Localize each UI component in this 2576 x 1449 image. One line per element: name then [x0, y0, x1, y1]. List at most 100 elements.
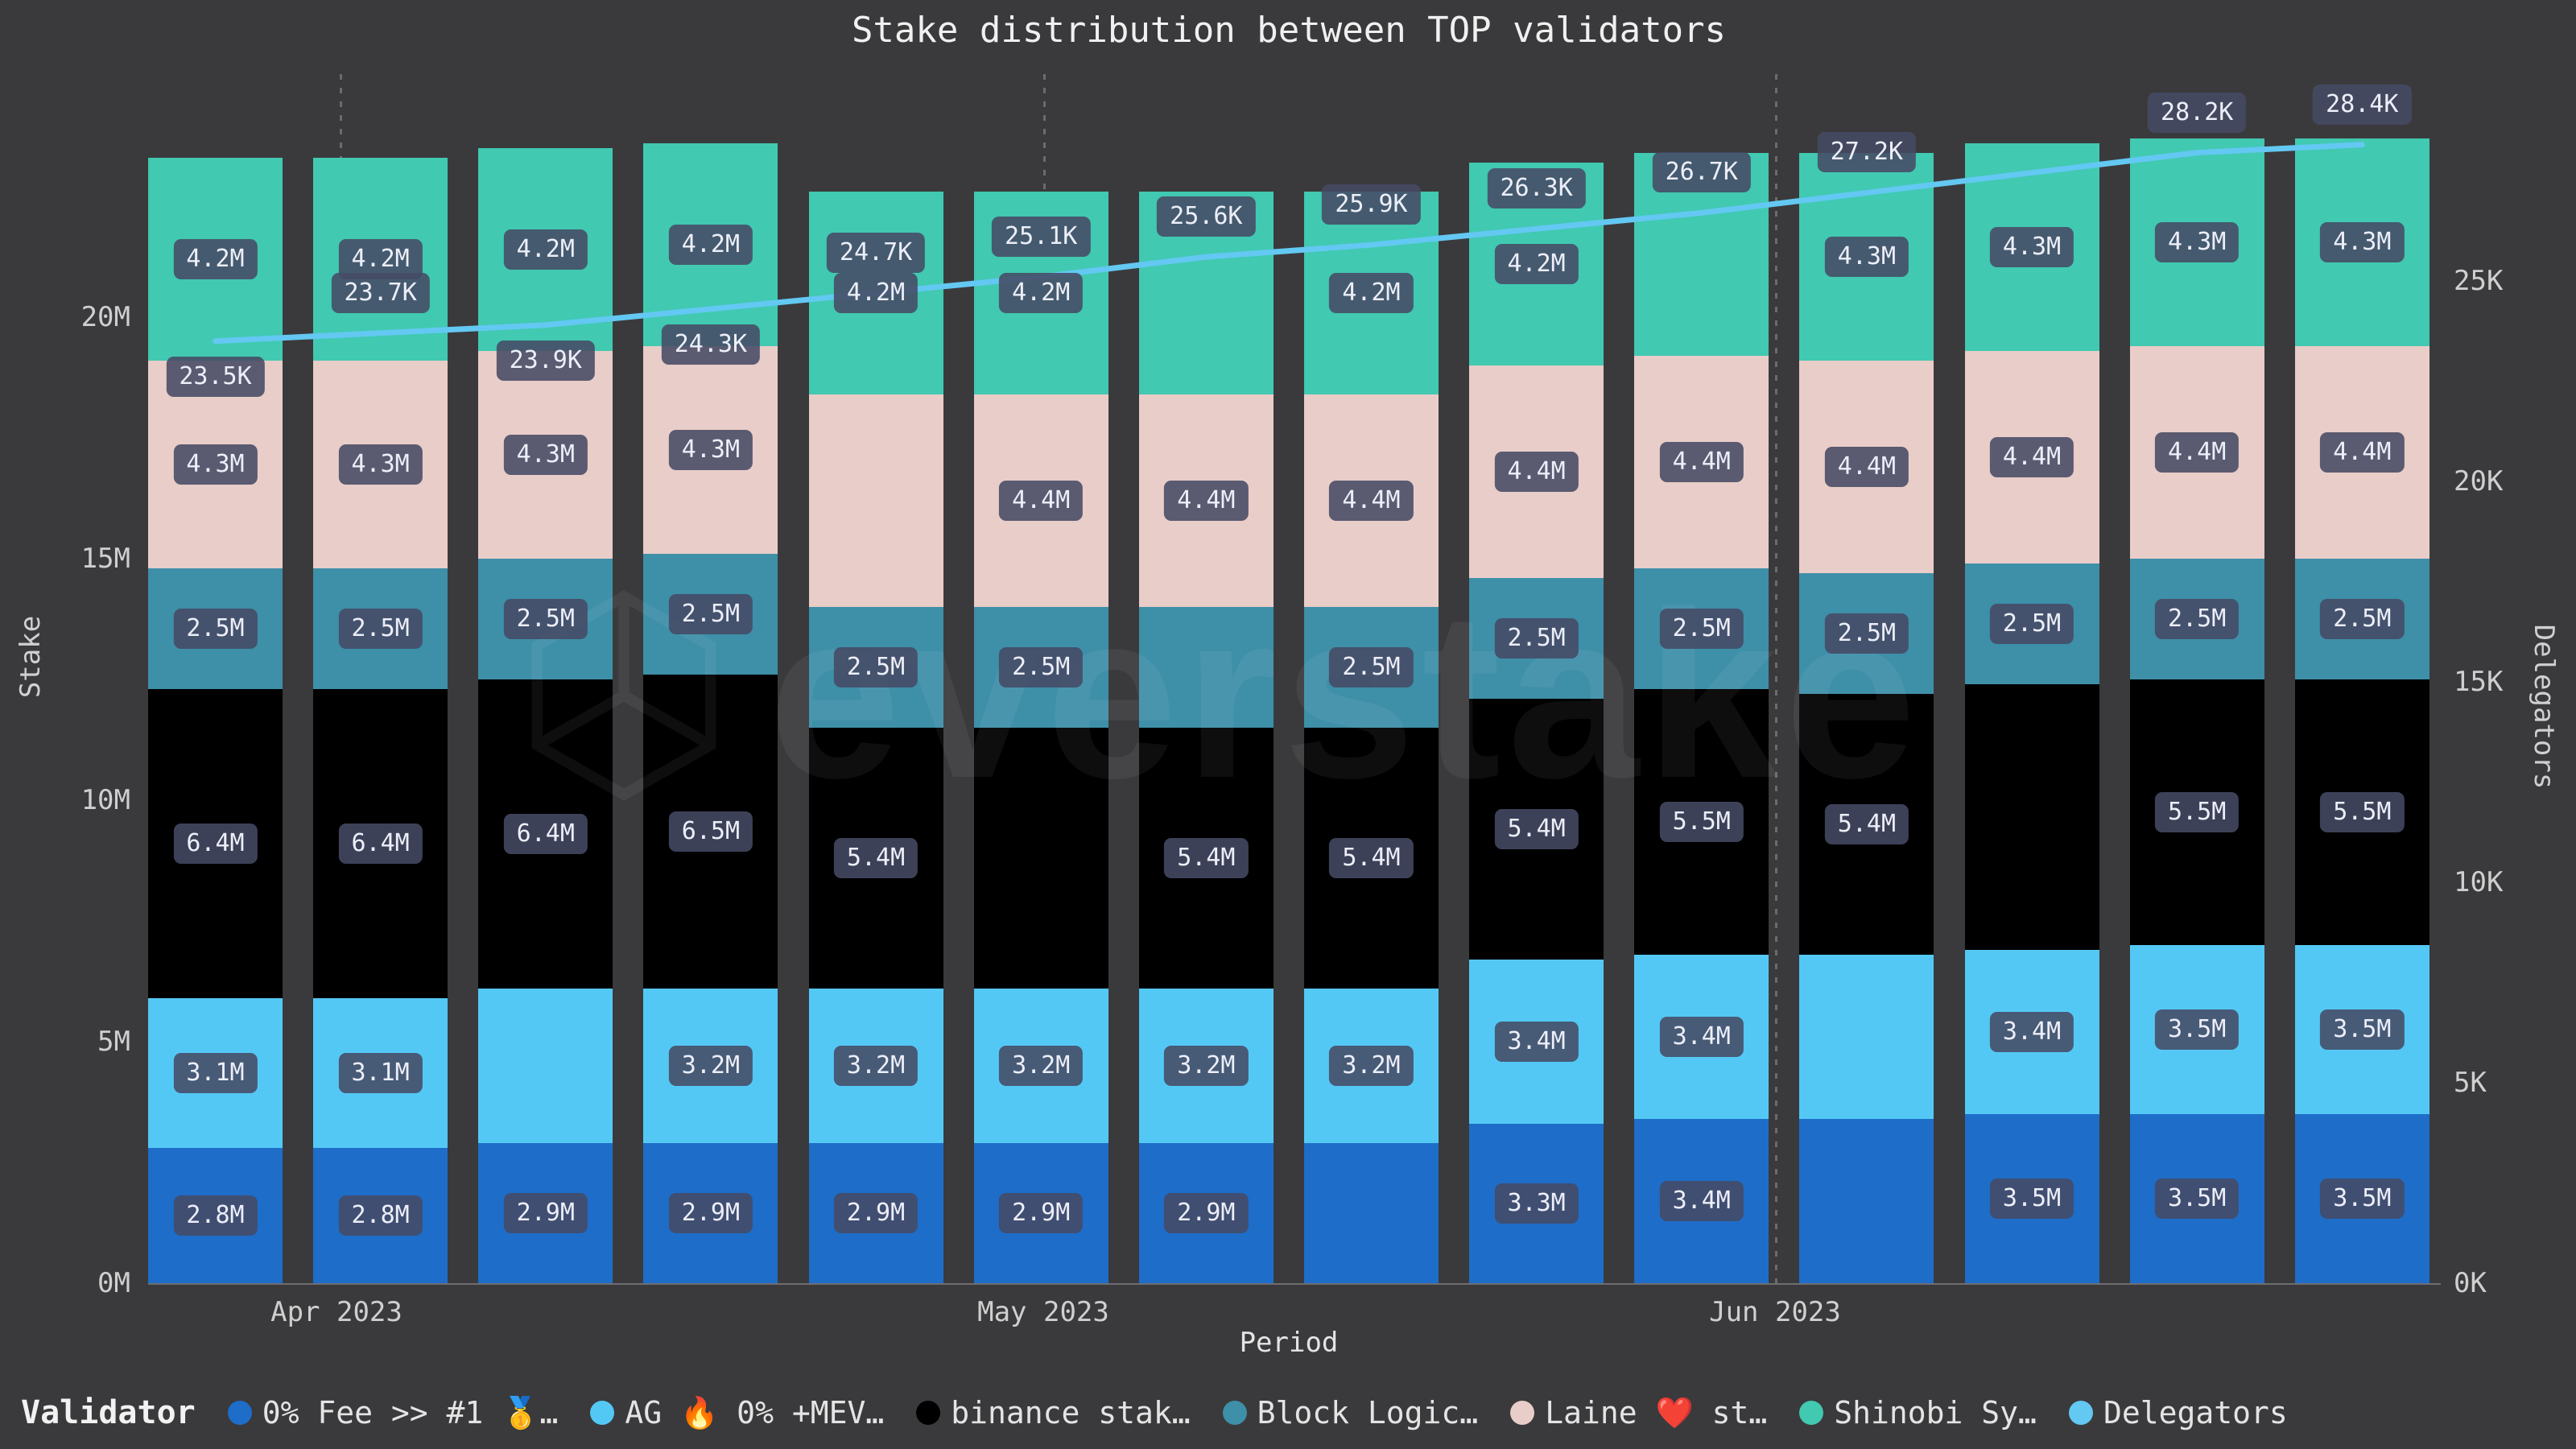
- delegators-value-label: 26.7K: [1652, 152, 1751, 193]
- x-axis-title-period: Period: [1239, 1327, 1339, 1359]
- bar-value-label-ag: 3.5M: [2320, 1009, 2405, 1050]
- bar-value-label-blocklogic: 2.5M: [2155, 599, 2240, 639]
- bar-segment-binance[interactable]: [973, 728, 1108, 989]
- bar-value-label-shinobi: 4.2M: [503, 229, 588, 270]
- legend-label-fee0: 0% Fee >> #1 🥇…: [262, 1394, 559, 1430]
- legend-label-delegators: Delegators: [2103, 1395, 2288, 1430]
- delegators-value-label: 28.2K: [2148, 92, 2247, 133]
- legend-item-fee0[interactable]: 0% Fee >> #1 🥇…: [227, 1394, 559, 1431]
- bar-value-label-laine: 4.3M: [503, 435, 588, 475]
- legend-item-ag[interactable]: AG 🔥 0% +MEV…: [590, 1395, 884, 1431]
- bar-value-label-blocklogic: 2.5M: [1824, 613, 1909, 654]
- bar-value-label-binance: 5.4M: [1824, 804, 1909, 844]
- legend-label-laine: Laine ❤️ st…: [1545, 1394, 1768, 1430]
- bar-value-label-blocklogic: 2.5M: [668, 594, 753, 634]
- delegators-value-label: 24.7K: [826, 232, 926, 273]
- legend-item-binance[interactable]: binance stak…: [916, 1395, 1191, 1430]
- bar-value-label-laine: 4.4M: [1329, 481, 1414, 521]
- bar-value-label-ag: 3.1M: [173, 1053, 258, 1093]
- bar-value-label-ag: 3.2M: [999, 1046, 1084, 1086]
- legend-swatch-fee0: [227, 1401, 252, 1425]
- bar-segment-ag[interactable]: [1799, 955, 1934, 1119]
- bar-value-label-laine: 4.4M: [2320, 432, 2405, 473]
- bar-value-label-fee0: 2.8M: [338, 1195, 423, 1236]
- bar-value-label-laine: 4.4M: [1824, 447, 1909, 487]
- bar-value-label-binance: 6.4M: [338, 824, 423, 864]
- month-gridline: [1775, 74, 1777, 1283]
- legend-swatch-shinobi: [1799, 1401, 1824, 1425]
- bar-segment-ag[interactable]: [478, 989, 613, 1143]
- delegators-value-label: 25.9K: [1322, 184, 1421, 225]
- bar-value-label-fee0: 2.9M: [833, 1193, 919, 1233]
- legend-swatch-delegators: [2068, 1401, 2093, 1425]
- bar-value-label-fee0: 3.4M: [1659, 1181, 1744, 1221]
- y-left-tick: 20M: [80, 301, 130, 333]
- bar-value-label-ag: 3.2M: [1164, 1046, 1249, 1086]
- chart-title: Stake distribution between TOP validator…: [851, 10, 1727, 51]
- bar-segment-fee0[interactable]: [1799, 1119, 1934, 1283]
- legend-swatch-ag: [590, 1401, 615, 1425]
- bar-value-label-binance: 6.5M: [668, 811, 753, 852]
- y-axis-title-stake: Stake: [14, 615, 47, 699]
- bar-value-label-fee0: 3.3M: [1494, 1183, 1579, 1224]
- bar-value-label-laine: 4.4M: [1989, 437, 2074, 477]
- bar-value-label-ag: 3.4M: [1989, 1012, 2074, 1052]
- bar-segment-laine[interactable]: [808, 394, 943, 607]
- delegators-value-label: 23.7K: [331, 272, 430, 313]
- bar-value-label-fee0: 3.5M: [2155, 1179, 2240, 1219]
- bar-value-label-laine: 4.3M: [338, 444, 423, 485]
- bar-value-label-blocklogic: 2.5M: [999, 647, 1084, 687]
- bar-value-label-ag: 3.4M: [1659, 1017, 1744, 1057]
- legend-item-delegators[interactable]: Delegators: [2068, 1395, 2288, 1430]
- legend-label-blocklogic: Block Logic…: [1257, 1395, 1479, 1430]
- delegators-value-label: 27.2K: [1817, 132, 1917, 173]
- bar-value-label-fee0: 2.9M: [999, 1193, 1084, 1233]
- legend-swatch-blocklogic: [1222, 1401, 1247, 1425]
- bar-value-label-fee0: 2.8M: [173, 1195, 258, 1236]
- y-left-tick: 15M: [80, 543, 130, 575]
- legend-label-shinobi: Shinobi Sy…: [1834, 1395, 2037, 1430]
- legend-title: Validator: [21, 1394, 196, 1431]
- bar-value-label-fee0: 2.9M: [503, 1193, 588, 1233]
- bar-value-label-ag: 3.5M: [2155, 1009, 2240, 1050]
- bar-value-label-ag: 3.1M: [338, 1053, 423, 1093]
- legend-item-blocklogic[interactable]: Block Logic…: [1222, 1395, 1479, 1430]
- x-axis-line: [148, 1283, 2441, 1285]
- bar-value-label-binance: 5.4M: [1164, 838, 1249, 878]
- bar-value-label-ag: 3.2M: [668, 1046, 753, 1086]
- legend-swatch-laine: [1510, 1401, 1535, 1425]
- bar-segment-blocklogic[interactable]: [1138, 607, 1274, 728]
- bar-value-label-blocklogic: 2.5M: [1329, 647, 1414, 687]
- x-axis-tick: Jun 2023: [1709, 1296, 1841, 1328]
- bar-segment-fee0[interactable]: [1303, 1143, 1439, 1283]
- bar-value-label-binance: 5.5M: [1659, 802, 1744, 842]
- bar-value-label-shinobi: 4.3M: [1824, 237, 1909, 277]
- bar-value-label-fee0: 3.5M: [1989, 1179, 2074, 1219]
- bar-value-label-shinobi: 4.2M: [833, 273, 919, 313]
- y-left-tick: 10M: [80, 784, 130, 816]
- bar-value-label-blocklogic: 2.5M: [1494, 618, 1579, 658]
- x-axis-tick: May 2023: [977, 1296, 1109, 1328]
- legend-swatch-binance: [916, 1401, 941, 1425]
- y-right-tick: 10K: [2454, 866, 2504, 898]
- bar-value-label-shinobi: 4.2M: [668, 225, 753, 265]
- legend-item-shinobi[interactable]: Shinobi Sy…: [1799, 1395, 2037, 1430]
- delegators-value-label: 23.5K: [166, 356, 265, 397]
- delegators-value-label: 25.6K: [1157, 196, 1256, 237]
- delegators-value-label: 26.3K: [1487, 168, 1586, 209]
- bar-value-label-blocklogic: 2.5M: [1989, 604, 2074, 644]
- bar-value-label-shinobi: 4.2M: [173, 239, 258, 279]
- bar-value-label-blocklogic: 2.5M: [173, 609, 258, 649]
- bar-value-label-blocklogic: 2.5M: [1659, 609, 1744, 649]
- bar-value-label-laine: 4.4M: [2155, 432, 2240, 473]
- bar-value-label-binance: 5.4M: [1329, 838, 1414, 878]
- delegators-value-label: 25.1K: [992, 217, 1091, 258]
- bar-value-label-ag: 3.2M: [1329, 1046, 1414, 1086]
- bar-value-label-laine: 4.4M: [1164, 481, 1249, 521]
- bar-value-label-fee0: 3.5M: [2320, 1179, 2405, 1219]
- legend-item-laine[interactable]: Laine ❤️ st…: [1510, 1395, 1767, 1431]
- bar-value-label-binance: 5.5M: [2320, 792, 2405, 832]
- y-axis-title-delegators: Delegators: [2528, 624, 2560, 790]
- bar-segment-binance[interactable]: [1964, 684, 2099, 950]
